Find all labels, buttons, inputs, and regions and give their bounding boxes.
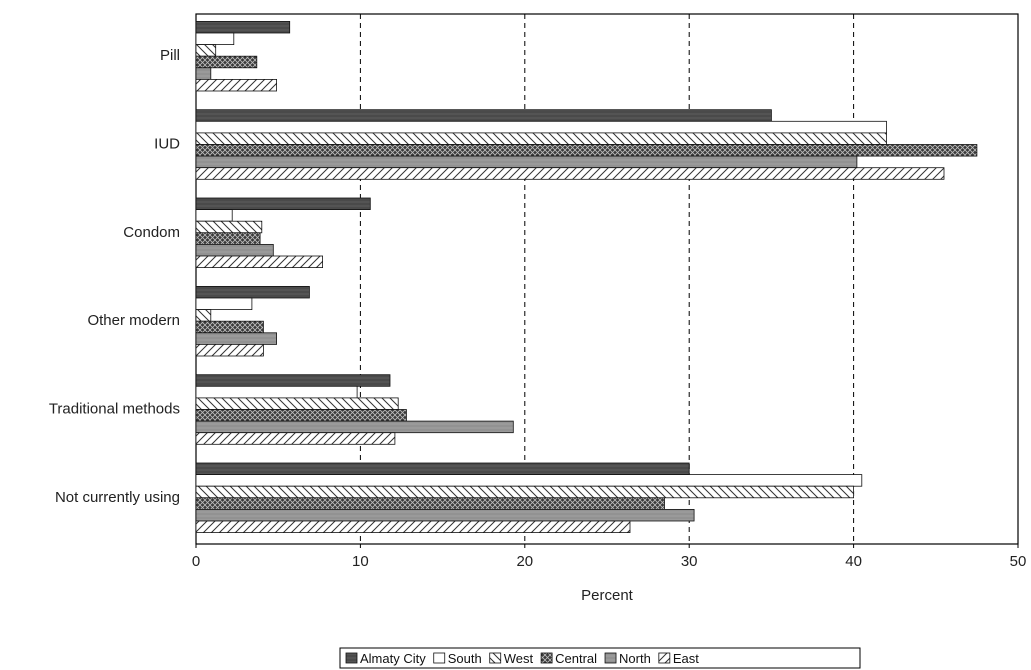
bar-south (195, 297, 253, 311)
bar-central (195, 55, 258, 69)
x-tick-label: 0 (192, 553, 200, 570)
legend-entry: Central (555, 651, 597, 666)
bar-south (195, 209, 233, 222)
bars (195, 20, 978, 534)
bar-north (195, 420, 514, 434)
x-tick-label: 50 (1010, 553, 1027, 570)
legend-entry: East (673, 651, 699, 666)
bar-south (195, 474, 863, 487)
bar-almaty-city (195, 462, 690, 476)
gridlines (359, 14, 855, 544)
category-label: Pill (160, 47, 180, 64)
bar-almaty-city (195, 109, 772, 122)
bar-east (195, 79, 277, 92)
bar-north (195, 67, 212, 80)
bar-north (195, 243, 274, 257)
x-tick-label: 10 (352, 553, 369, 570)
category-label: Traditional methods (49, 401, 180, 418)
category-label: Condom (123, 224, 180, 241)
bar-east (195, 167, 945, 180)
bar-south (195, 32, 235, 46)
bar-west (195, 44, 217, 57)
bar-east (195, 255, 323, 269)
legend-swatch (345, 652, 358, 664)
legend-swatch (658, 652, 671, 664)
x-tick-label: 40 (845, 553, 862, 570)
bar-south (195, 120, 887, 134)
bar-central (195, 144, 978, 157)
bar-central (195, 497, 665, 510)
legend-entry: North (619, 651, 651, 666)
bar-west (195, 132, 887, 145)
legend-swatch (433, 652, 446, 664)
bar-north (195, 508, 695, 522)
bar-almaty-city (195, 285, 310, 299)
category-labels: Pill IUD Condom Other modern Traditional met… (49, 47, 180, 506)
bar-north (195, 332, 277, 345)
plot-area (195, 13, 1019, 545)
bar-almaty-city (195, 374, 391, 387)
bar-almaty-city (195, 20, 291, 34)
category-label: Other modern (87, 312, 180, 329)
legend-box (339, 647, 861, 669)
bar-south (195, 385, 358, 399)
bar-west (195, 309, 212, 322)
legend-entry: Almaty City (360, 651, 426, 666)
bar-west (195, 485, 854, 499)
legend-entry: West (504, 651, 534, 666)
bar-almaty-city (195, 197, 371, 211)
category-label: Not currently using (55, 489, 180, 506)
x-axis-title: Percent (581, 587, 634, 604)
category-label: IUD (154, 136, 180, 153)
legend: Almaty City South West Central North East (339, 647, 861, 669)
bar-central (195, 409, 407, 422)
legend-swatch (489, 652, 502, 664)
legend-swatch (540, 652, 553, 664)
legend-swatch (604, 652, 617, 664)
bar-north (195, 155, 858, 169)
bar-central (195, 232, 261, 245)
bar-east (195, 343, 264, 357)
legend-entry: South (448, 651, 482, 666)
x-tick-label: 30 (681, 553, 698, 570)
bar-west (195, 220, 263, 234)
bar-east (195, 432, 396, 445)
bar-west (195, 397, 399, 410)
bar-east (195, 520, 631, 534)
x-axis-ticks: 0 10 20 30 40 50 (192, 544, 1027, 570)
x-tick-label: 20 (516, 553, 533, 570)
bar-central (195, 320, 264, 334)
